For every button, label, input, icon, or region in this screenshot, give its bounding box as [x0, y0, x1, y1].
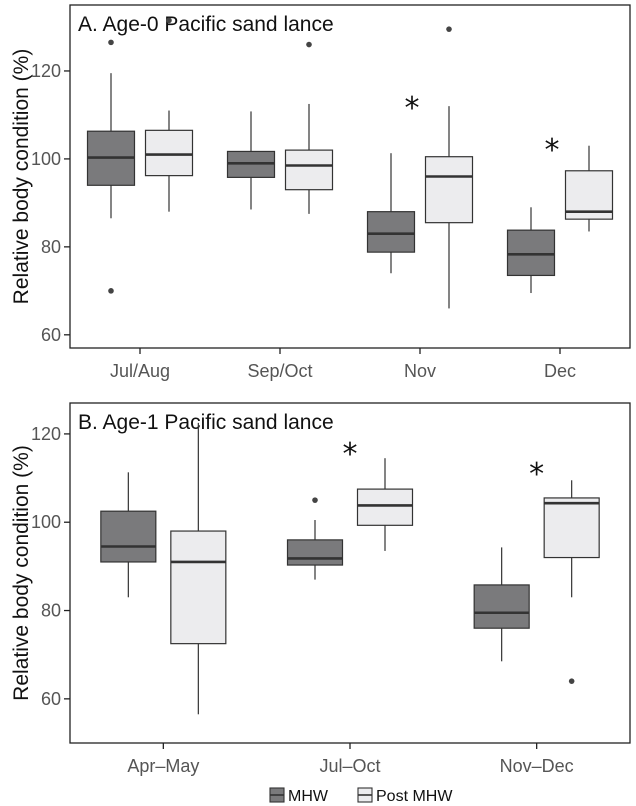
x-tick-label: Jul–Oct	[319, 756, 380, 776]
box-iqr	[286, 539, 344, 566]
x-tick-label: Nov	[404, 361, 436, 381]
y-tick-label: 120	[31, 424, 61, 444]
box-mhw	[226, 111, 276, 210]
x-tick-label: Dec	[544, 361, 576, 381]
significance-star: *	[343, 437, 358, 472]
box-post-mhw	[170, 422, 227, 715]
y-tick-label: 60	[41, 689, 61, 709]
outlier-point	[312, 497, 318, 503]
box-iqr	[100, 510, 157, 563]
outlier-point	[568, 678, 575, 684]
box-post-mhw	[356, 458, 414, 551]
box-post-mhw	[144, 17, 194, 212]
y-tick-label: 120	[31, 61, 61, 81]
box-post-mhw	[543, 480, 600, 684]
y-tick-label: 80	[41, 237, 61, 257]
panel-b: 60 80 100 120 Apr–May Jul–Oct Nov–Dec Relative …	[10, 402, 631, 776]
panel-title: A. Age-0 Pacific sand lance	[78, 13, 334, 36]
significance-star: *	[529, 457, 544, 492]
outlier-point	[446, 26, 452, 32]
box-iqr	[170, 530, 227, 645]
box-iqr	[144, 129, 194, 177]
y-axis-label: Relative body condition (%)	[10, 445, 33, 701]
box-iqr	[506, 229, 556, 277]
panel-title: B. Age-1 Pacific sand lance	[78, 411, 334, 434]
box-iqr	[473, 584, 530, 629]
legend-label-post-mhw: Post MHW	[376, 788, 453, 805]
legend-item-mhw: MHW	[269, 787, 329, 805]
x-tick-label: Sep/Oct	[247, 361, 312, 381]
box-post-mhw	[564, 145, 614, 232]
box-iqr	[366, 211, 416, 253]
box-mhw	[366, 153, 416, 274]
legend: MHW Post MHW	[269, 787, 453, 805]
box-mhw	[286, 497, 344, 580]
panel-border	[69, 4, 631, 349]
x-tick-label: Jul/Aug	[110, 361, 170, 381]
box-post-mhw	[284, 41, 334, 214]
x-tick-label: Apr–May	[127, 756, 199, 776]
box-post-mhw	[424, 26, 474, 309]
x-tick-label: Nov–Dec	[500, 756, 574, 776]
box-mhw	[100, 472, 157, 598]
y-tick-label: 100	[31, 512, 61, 532]
y-tick-label: 60	[41, 325, 61, 345]
panel-a: 60 80 100 120 Jul/Aug Sep/Oct Nov Dec Relative b…	[10, 4, 631, 381]
box-iqr	[284, 149, 334, 191]
outlier-point	[108, 288, 114, 294]
box-mhw	[473, 547, 530, 662]
y-tick-label: 100	[31, 149, 61, 169]
significance-star: *	[405, 91, 420, 126]
outlier-point	[306, 41, 312, 48]
box-mhw	[506, 207, 556, 294]
y-axis-label: Relative body condition (%)	[10, 49, 33, 305]
significance-star: *	[545, 133, 560, 168]
legend-item-post-mhw: Post MHW	[357, 787, 453, 805]
box-mhw	[86, 39, 136, 294]
box-iqr	[424, 156, 474, 224]
box-iqr	[356, 488, 414, 526]
outlier-point	[166, 17, 172, 24]
box-iqr	[543, 497, 600, 559]
legend-label-mhw: MHW	[288, 788, 329, 805]
outlier-point	[108, 39, 114, 46]
y-tick-label: 80	[41, 601, 61, 621]
